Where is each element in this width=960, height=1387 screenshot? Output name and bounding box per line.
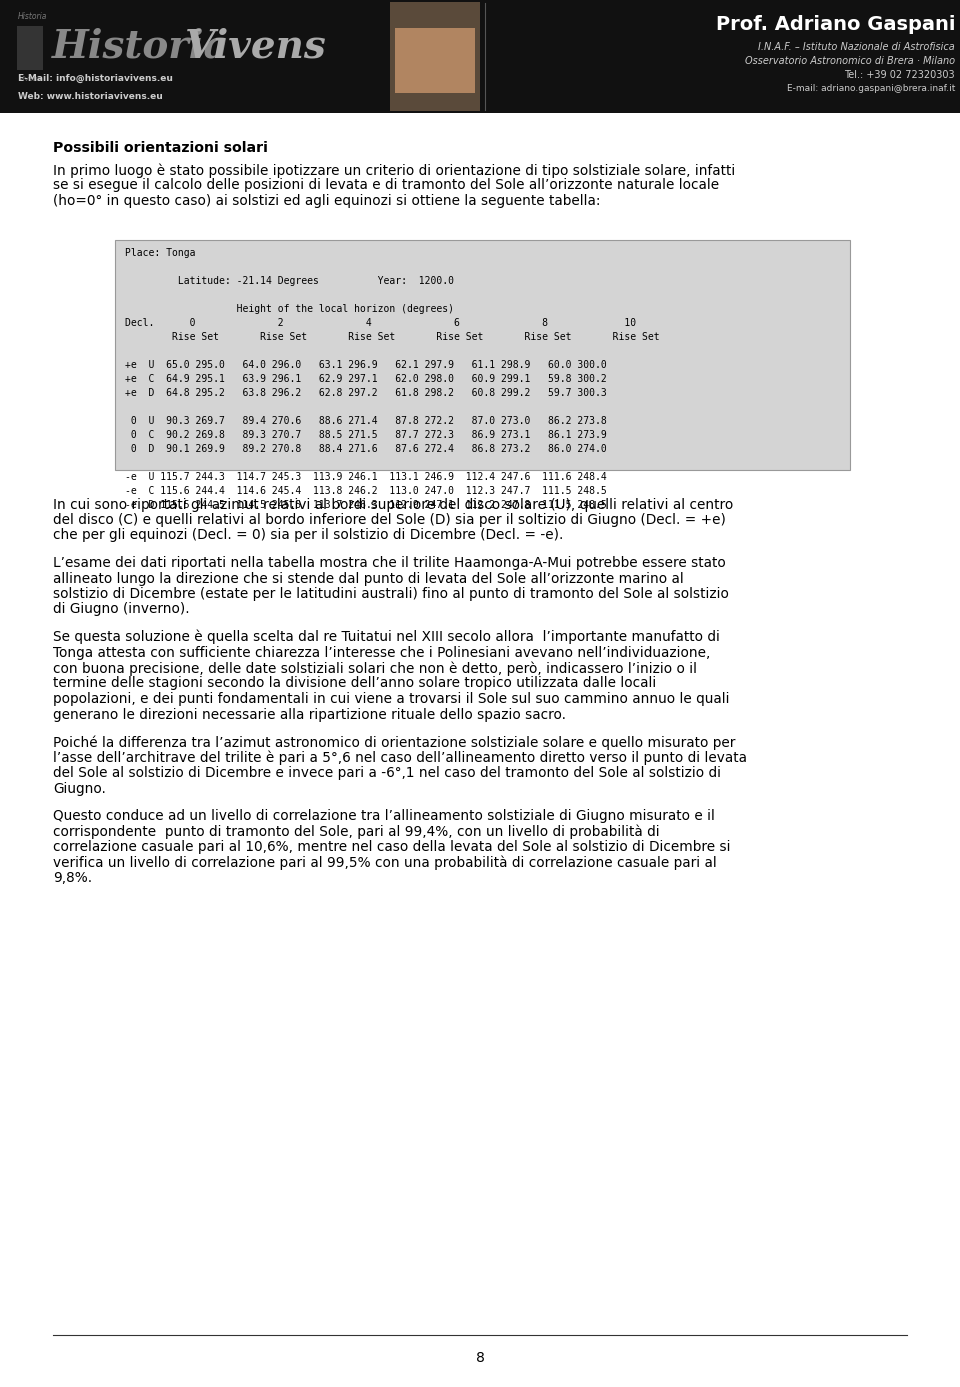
Text: Historia: Historia	[18, 12, 47, 21]
Text: Poiché la differenza tra l’azimut astronomico di orientazione solstiziale solare: Poiché la differenza tra l’azimut astron…	[53, 735, 735, 749]
Text: Possibili orientazioni solari: Possibili orientazioni solari	[53, 141, 268, 155]
Text: correlazione casuale pari al 10,6%, mentre nel caso della levata del Sole al sol: correlazione casuale pari al 10,6%, ment…	[53, 841, 731, 854]
Text: corrispondente  punto di tramonto del Sole, pari al 99,4%, con un livello di pro: corrispondente punto di tramonto del Sol…	[53, 824, 660, 839]
Bar	[390, 1, 480, 111]
Bar	[0, 0, 960, 112]
Text: se si esegue il calcolo delle posizioni di levata e di tramonto del Sole all’ori: se si esegue il calcolo delle posizioni …	[53, 179, 719, 193]
Text: del disco (C) e quelli relativi al bordo inferiore del Sole (D) sia per il solti: del disco (C) e quelli relativi al bordo…	[53, 513, 726, 527]
Text: Questo conduce ad un livello di correlazione tra l’allineamento solstiziale di G: Questo conduce ad un livello di correlaz…	[53, 809, 715, 822]
Text: In cui sono riportati gli azimut relativi al bordi superiore del disco solare (U: In cui sono riportati gli azimut relativ…	[53, 498, 733, 512]
Bar	[395, 28, 475, 93]
Text: del Sole al solstizio di Dicembre e invece pari a -6°,1 nel caso del tramonto de: del Sole al solstizio di Dicembre e inve…	[53, 766, 721, 779]
Text: solstizio di Dicembre (estate per le latitudini australi) fino al punto di tramo: solstizio di Dicembre (estate per le lat…	[53, 587, 729, 601]
Text: Historia: Historia	[52, 28, 229, 67]
Text: allineato lungo la direzione che si stende dal punto di levata del Sole all’oriz: allineato lungo la direzione che si sten…	[53, 571, 684, 585]
Text: In primo luogo è stato possibile ipotizzare un criterio di orientazione di tipo : In primo luogo è stato possibile ipotizz…	[53, 164, 735, 178]
Text: di Giugno (inverno).: di Giugno (inverno).	[53, 602, 190, 616]
Text: I.N.A.F. – Istituto Nazionale di Astrofisica: I.N.A.F. – Istituto Nazionale di Astrofi…	[758, 42, 955, 51]
Text: E-Mail: info@historiavivens.eu: E-Mail: info@historiavivens.eu	[18, 74, 173, 83]
Text: Tel.: +39 02 72320303: Tel.: +39 02 72320303	[845, 69, 955, 80]
Text: Tonga attesta con sufficiente chiarezza l’interesse che i Polinesiani avevano ne: Tonga attesta con sufficiente chiarezza …	[53, 645, 710, 659]
Text: Vivens: Vivens	[18, 76, 41, 82]
Text: generano le direzioni necessarie alla ripartizione rituale dello spazio sacro.: generano le direzioni necessarie alla ri…	[53, 707, 566, 721]
Text: 9,8%.: 9,8%.	[53, 871, 92, 885]
Text: Web: www.historiavivens.eu: Web: www.historiavivens.eu	[18, 92, 163, 101]
Text: Osservatorio Astronomico di Brera · Milano: Osservatorio Astronomico di Brera · Mila…	[745, 55, 955, 67]
Text: L’esame dei dati riportati nella tabella mostra che il trilite Haamonga-A-Mui po: L’esame dei dati riportati nella tabella…	[53, 556, 726, 570]
Bar	[115, 240, 850, 470]
Text: popolazioni, e dei punti fondamentali in cui viene a trovarsi il Sole sul suo ca: popolazioni, e dei punti fondamentali in…	[53, 692, 730, 706]
Text: Place: Tonga

         Latitude: -21.14 Degrees          Year:  1200.0

        : Place: Tonga Latitude: -21.14 Degrees Ye…	[125, 247, 660, 509]
Bar	[17, 26, 43, 69]
Text: 8: 8	[475, 1351, 485, 1365]
Text: Prof. Adriano Gaspani: Prof. Adriano Gaspani	[715, 15, 955, 35]
Text: con buona precisione, delle date solstiziali solari che non è detto, però, indic: con buona precisione, delle date solstiz…	[53, 662, 697, 675]
Text: l’asse dell’architrave del trilite è pari a 5°,6 nel caso dell’allineamento dire: l’asse dell’architrave del trilite è par…	[53, 750, 747, 766]
Text: verifica un livello di correlazione pari al 99,5% con una probabilità di correla: verifica un livello di correlazione pari…	[53, 856, 717, 870]
Text: che per gli equinozi (Decl. = 0) sia per il solstizio di Dicembre (Decl. = -e).: che per gli equinozi (Decl. = 0) sia per…	[53, 528, 564, 542]
Text: E-mail: adriano.gaspani@brera.inaf.it: E-mail: adriano.gaspani@brera.inaf.it	[786, 85, 955, 93]
Text: termine delle stagioni secondo la divisione dell’anno solare tropico utilizzata : termine delle stagioni secondo la divisi…	[53, 677, 657, 691]
Text: Se questa soluzione è quella scelta dal re Tuitatui nel XIII secolo allora  l’im: Se questa soluzione è quella scelta dal …	[53, 630, 720, 645]
Text: Giugno.: Giugno.	[53, 781, 106, 796]
Text: (ho=0° in questo caso) ai solstizi ed agli equinozi si ottiene la seguente tabel: (ho=0° in questo caso) ai solstizi ed ag…	[53, 194, 601, 208]
Text: Vivens: Vivens	[185, 28, 326, 67]
